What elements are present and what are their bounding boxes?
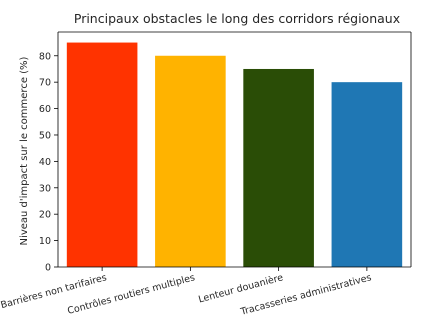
y-tick-label: 20 — [39, 210, 51, 221]
bar — [243, 68, 314, 267]
y-tick-label: 10 — [39, 236, 51, 247]
y-tick-label: 0 — [45, 263, 51, 274]
chart-title: Principaux obstacles le long des corrido… — [74, 11, 400, 26]
y-tick-label: 50 — [39, 130, 51, 141]
bar — [66, 42, 138, 268]
bar — [155, 55, 226, 268]
y-tick-label: 60 — [39, 104, 51, 115]
y-tick-label: 30 — [39, 183, 51, 194]
y-tick-label: 80 — [39, 51, 51, 62]
y-tick-label: 70 — [39, 78, 51, 89]
y-axis-label: Niveau d'impact sur le commerce (%) — [19, 56, 30, 245]
bar — [331, 82, 403, 267]
y-tick-label: 40 — [39, 157, 51, 168]
